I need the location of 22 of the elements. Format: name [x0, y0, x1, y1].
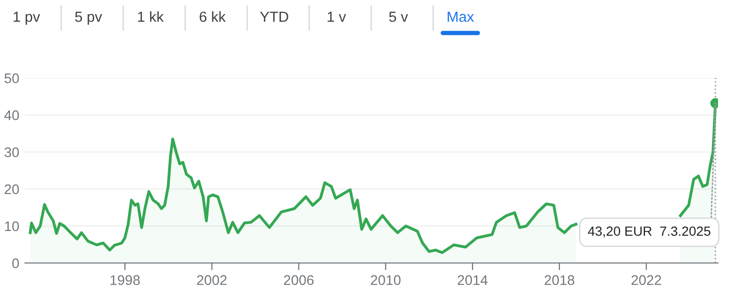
text: Max — [448, 12, 474, 22]
x-tick-label: 2006 — [284, 275, 314, 286]
x-tick-label: 1998 — [110, 275, 140, 286]
x-tick-label: 2010 — [370, 275, 401, 286]
x-tick-label: 2018 — [544, 275, 574, 286]
text: 5 pv — [75, 12, 102, 25]
text: 5 v — [389, 12, 408, 22]
y-tick-label: 20 — [4, 184, 19, 194]
text: YTD — [260, 12, 288, 22]
text: 1 pv — [14, 12, 40, 25]
y-tick-label: 0 — [12, 258, 19, 268]
y-tick-label: 30 — [4, 147, 19, 158]
x-tick-label: 2002 — [197, 275, 227, 286]
text: 1 v — [328, 12, 346, 22]
x-tick-label: 2014 — [458, 275, 488, 286]
y-tick-label: 50 — [4, 73, 19, 84]
x-tick-label: 2022 — [632, 275, 662, 286]
annotation: 43,20 EUR 7.3.2025 — [588, 226, 710, 238]
y-tick-label: 40 — [4, 110, 19, 120]
text: 6 kk — [200, 11, 226, 22]
text: 1 kk — [138, 11, 164, 22]
y-tick-label: 10 — [5, 221, 19, 232]
